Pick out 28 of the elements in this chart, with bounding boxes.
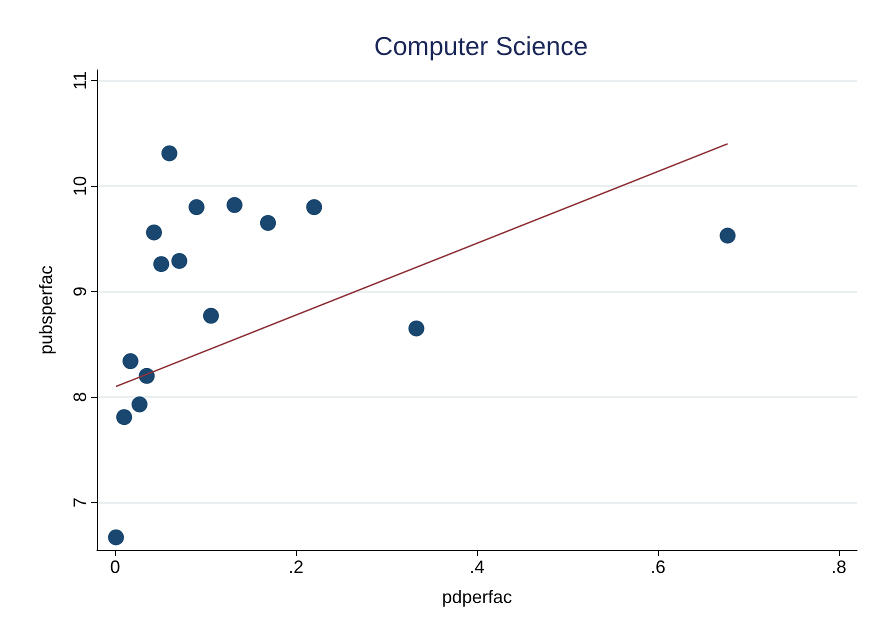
x-tick-label: .6 [650, 557, 666, 577]
point [720, 228, 736, 244]
point [122, 353, 138, 370]
point [260, 214, 276, 231]
point [132, 396, 148, 412]
x-tick-label: .8 [831, 557, 846, 577]
point [408, 320, 424, 336]
y-tick-label: 11 [70, 71, 90, 90]
point [226, 197, 243, 214]
point [116, 409, 132, 426]
x-tick-label: 0 [110, 557, 120, 577]
point [306, 199, 322, 216]
y-tick-label: 9 [70, 286, 90, 297]
x-tick-label: .4 [469, 557, 485, 577]
x-tick-label: .2 [288, 557, 304, 577]
y-tick-label: 7 [70, 498, 90, 508]
point [161, 145, 178, 162]
point [171, 252, 188, 269]
point [203, 308, 219, 324]
x-axis-title: pdperfac [442, 587, 512, 607]
chart-title: Computer Science [374, 31, 588, 61]
point [146, 224, 162, 240]
point [108, 529, 124, 546]
point [153, 256, 170, 272]
y-tick-label: 8 [70, 392, 90, 402]
y-axis-title: pubsperfac [36, 265, 56, 355]
y-tick-label: 10 [70, 176, 90, 196]
point [188, 199, 205, 216]
